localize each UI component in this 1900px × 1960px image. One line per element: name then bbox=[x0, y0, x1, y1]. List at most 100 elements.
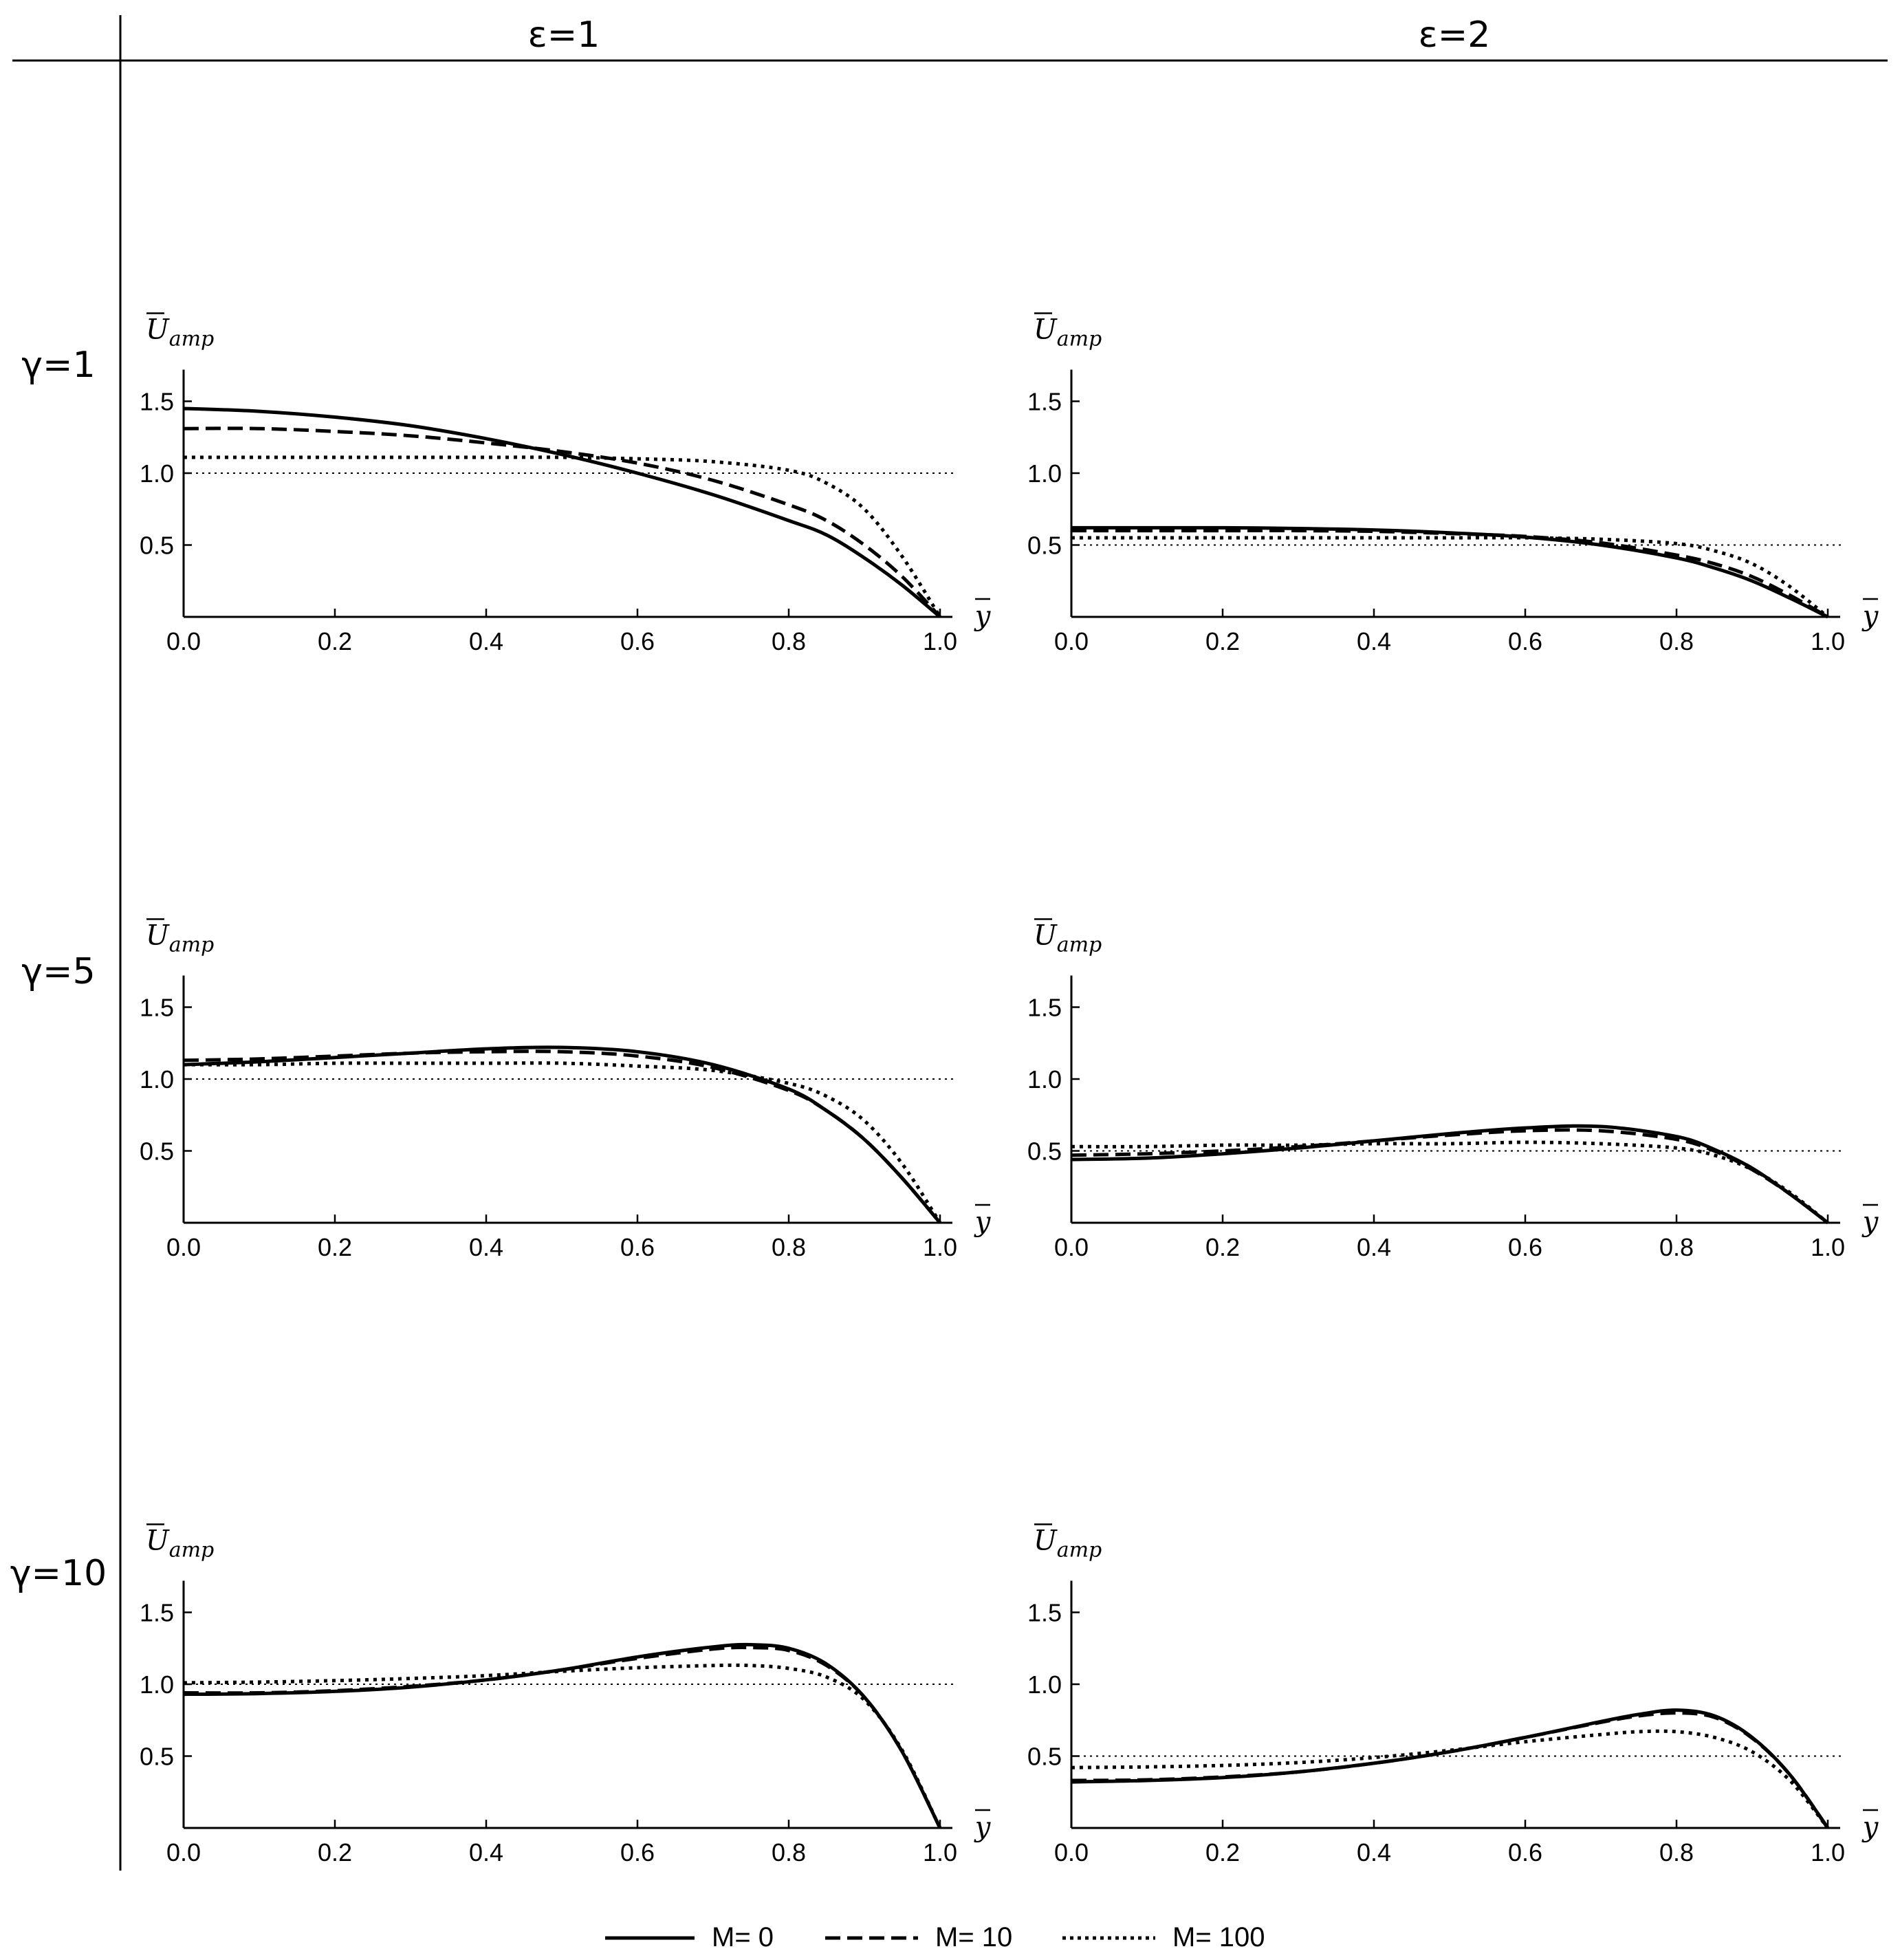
y-tick-label: 0.5 bbox=[140, 532, 174, 560]
series-line-m10 bbox=[183, 1646, 942, 1829]
series-line-m10 bbox=[1071, 1711, 1830, 1829]
panel-2-2: 0.0 0.2 0.4 0.6 0.8 1.0 0.5 1.0 1.5 Uamp y bbox=[1027, 918, 1879, 1261]
col-header-eps1: ε=1 bbox=[528, 14, 600, 56]
x-tick-label: 0.2 bbox=[1205, 627, 1240, 655]
x-tick-label: 0.8 bbox=[1659, 1838, 1694, 1866]
x-tick-label: 0.2 bbox=[1205, 1838, 1240, 1866]
y-tick-label: 1.0 bbox=[1027, 1065, 1062, 1093]
x-tick-label: 0.6 bbox=[620, 1233, 655, 1261]
legend: M= 0 M= 10 M= 100 bbox=[605, 1922, 1265, 1952]
y-axis-label: Uamp bbox=[1034, 1525, 1102, 1562]
y-axis-label: Uamp bbox=[146, 1525, 214, 1562]
col-header-eps2: ε=2 bbox=[1419, 14, 1491, 56]
x-axis-label: y bbox=[1861, 1811, 1879, 1843]
row-header-gamma5: γ=5 bbox=[21, 951, 95, 992]
series-line-m100 bbox=[1071, 1729, 1829, 1829]
x-tick-label: 1.0 bbox=[1811, 627, 1845, 655]
x-tick-label: 0.0 bbox=[1054, 1233, 1089, 1261]
series-line-m0 bbox=[183, 1045, 941, 1224]
x-tick-label: 0.4 bbox=[469, 1233, 503, 1261]
series-line-m100 bbox=[1071, 1140, 1829, 1224]
y-tick-label: 0.5 bbox=[1027, 1743, 1062, 1771]
legend-label-m0: M= 0 bbox=[712, 1922, 774, 1952]
panel-1-1: 0.0 0.2 0.4 0.6 0.8 1.0 0.5 1.0 1.5 Uamp y bbox=[140, 312, 992, 655]
x-tick-label: 0.0 bbox=[1054, 1838, 1089, 1866]
x-tick-label: 0.2 bbox=[318, 1233, 352, 1261]
x-tick-label: 0.4 bbox=[1357, 627, 1391, 655]
x-tick-label: 0.0 bbox=[166, 1233, 201, 1261]
y-tick-label: 1.5 bbox=[140, 388, 174, 416]
x-axis-label: y bbox=[974, 1206, 992, 1238]
series-line-m0 bbox=[183, 1642, 942, 1829]
series-line-m100 bbox=[1071, 536, 1829, 618]
x-tick-label: 0.6 bbox=[1508, 1838, 1542, 1866]
x-tick-label: 0.2 bbox=[1205, 1233, 1240, 1261]
series-line-m10 bbox=[183, 1049, 941, 1224]
x-tick-label: 0.4 bbox=[469, 627, 503, 655]
y-tick-label: 1.0 bbox=[140, 1065, 174, 1093]
panel-3-2: 0.0 0.2 0.4 0.6 0.8 1.0 0.5 1.0 1.5 Uamp y bbox=[1027, 1523, 1879, 1866]
x-tick-label: 0.2 bbox=[318, 1838, 352, 1866]
y-tick-label: 1.5 bbox=[1027, 994, 1062, 1022]
series-line-m100 bbox=[184, 455, 942, 618]
x-tick-label: 0.4 bbox=[1357, 1838, 1391, 1866]
x-tick-label: 0.8 bbox=[1659, 627, 1694, 655]
x-tick-label: 0.6 bbox=[620, 1838, 655, 1866]
y-axis-label: Uamp bbox=[146, 314, 214, 351]
y-tick-label: 1.5 bbox=[1027, 388, 1062, 416]
x-tick-label: 0.4 bbox=[469, 1838, 503, 1866]
y-tick-label: 1.0 bbox=[1027, 1670, 1062, 1699]
row-header-gamma10: γ=10 bbox=[10, 1553, 107, 1594]
x-tick-label: 0.6 bbox=[1508, 1233, 1542, 1261]
x-tick-label: 0.0 bbox=[166, 627, 201, 655]
y-axis-label: Uamp bbox=[1034, 920, 1102, 957]
x-tick-label: 0.2 bbox=[318, 627, 352, 655]
x-tick-label: 0.6 bbox=[620, 627, 655, 655]
y-tick-label: 1.5 bbox=[140, 1599, 174, 1627]
series-line-m0 bbox=[1071, 1124, 1829, 1224]
x-tick-label: 0.0 bbox=[1054, 627, 1089, 655]
y-tick-label: 0.5 bbox=[140, 1137, 174, 1166]
series-line-m10 bbox=[1071, 529, 1829, 619]
panel-1-2: 0.0 0.2 0.4 0.6 0.8 1.0 0.5 1.0 1.5 Uamp y bbox=[1027, 312, 1879, 655]
panel-3-1: 0.0 0.2 0.4 0.6 0.8 1.0 0.5 1.0 1.5 Uamp y bbox=[140, 1523, 992, 1866]
x-tick-label: 0.6 bbox=[1508, 627, 1542, 655]
y-tick-label: 1.0 bbox=[140, 1670, 174, 1699]
x-tick-label: 1.0 bbox=[1811, 1838, 1845, 1866]
series-line-m10 bbox=[183, 426, 941, 618]
series-line-m0 bbox=[1071, 1708, 1830, 1829]
series-line-m100 bbox=[183, 1061, 942, 1224]
y-tick-label: 1.0 bbox=[140, 459, 174, 488]
x-axis-label: y bbox=[974, 1811, 992, 1843]
series-line-m0 bbox=[1071, 525, 1829, 619]
series-line-m100 bbox=[183, 1663, 942, 1829]
x-tick-label: 0.0 bbox=[166, 1838, 201, 1866]
y-axis-label: Uamp bbox=[1034, 314, 1102, 351]
y-tick-label: 1.5 bbox=[1027, 1599, 1062, 1627]
x-tick-label: 0.4 bbox=[1357, 1233, 1391, 1261]
x-tick-label: 0.8 bbox=[1659, 1233, 1694, 1261]
y-tick-label: 0.5 bbox=[1027, 1137, 1062, 1166]
x-axis-label: y bbox=[974, 600, 992, 632]
y-tick-label: 0.5 bbox=[1027, 532, 1062, 560]
y-tick-label: 0.5 bbox=[140, 1743, 174, 1771]
x-tick-label: 1.0 bbox=[923, 627, 957, 655]
x-tick-label: 1.0 bbox=[923, 1838, 957, 1866]
legend-label-m100: M= 100 bbox=[1172, 1922, 1265, 1952]
series-line-m10 bbox=[1071, 1128, 1829, 1224]
x-tick-label: 1.0 bbox=[1811, 1233, 1845, 1261]
y-axis-label: Uamp bbox=[146, 920, 214, 957]
row-header-gamma1: γ=1 bbox=[21, 345, 95, 386]
panel-2-1: 0.0 0.2 0.4 0.6 0.8 1.0 0.5 1.0 1.5 Uamp y bbox=[140, 918, 992, 1261]
x-axis-label: y bbox=[1861, 1206, 1879, 1238]
x-axis-label: y bbox=[1861, 600, 1879, 632]
series-line-m0 bbox=[183, 406, 941, 618]
x-tick-label: 0.8 bbox=[772, 1838, 806, 1866]
y-tick-label: 1.0 bbox=[1027, 459, 1062, 488]
legend-label-m10: M= 10 bbox=[935, 1922, 1012, 1952]
x-tick-label: 1.0 bbox=[923, 1233, 957, 1261]
x-tick-label: 0.8 bbox=[772, 1233, 806, 1261]
x-tick-label: 0.8 bbox=[772, 627, 806, 655]
